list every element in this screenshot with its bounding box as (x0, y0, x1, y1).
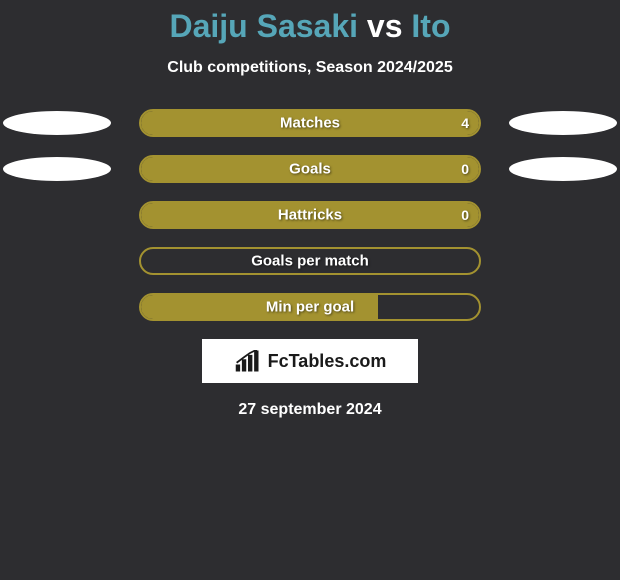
date-text: 27 september 2024 (0, 401, 620, 419)
stat-label: Goals per match (251, 253, 369, 270)
left-ellipse (3, 157, 111, 181)
logo-text: FcTables.com (268, 351, 387, 372)
stat-row: Goals 0 (0, 155, 620, 183)
stat-label: Goals (289, 161, 331, 178)
stat-bar: Matches 4 (139, 109, 481, 137)
stat-label: Matches (280, 115, 340, 132)
stat-label: Min per goal (266, 299, 354, 316)
vs-text: vs (367, 8, 403, 44)
player2-name: Ito (411, 8, 450, 44)
stat-row: Matches 4 (0, 109, 620, 137)
stat-value: 4 (461, 115, 469, 131)
stat-row: Hattricks 0 (0, 201, 620, 229)
stat-label: Hattricks (278, 207, 342, 224)
stat-bar: Goals per match (139, 247, 481, 275)
player1-name: Daiju Sasaki (169, 8, 358, 44)
subtitle: Club competitions, Season 2024/2025 (0, 59, 620, 77)
source-logo: FcTables.com (202, 339, 418, 383)
stats-rows: Matches 4 Goals 0 Hattricks 0 Goals per match M… (0, 109, 620, 321)
page-title: Daiju Sasaki vs Ito (0, 8, 620, 45)
stat-value: 0 (461, 207, 469, 223)
stat-bar: Min per goal (139, 293, 481, 321)
right-ellipse (509, 157, 617, 181)
right-ellipse (509, 111, 617, 135)
stats-widget: Daiju Sasaki vs Ito Club competitions, S… (0, 0, 620, 419)
stat-bar: Goals 0 (139, 155, 481, 183)
chart-icon (234, 350, 262, 372)
stat-row: Min per goal (0, 293, 620, 321)
stat-bar: Hattricks 0 (139, 201, 481, 229)
stat-row: Goals per match (0, 247, 620, 275)
stat-value: 0 (461, 161, 469, 177)
left-ellipse (3, 111, 111, 135)
